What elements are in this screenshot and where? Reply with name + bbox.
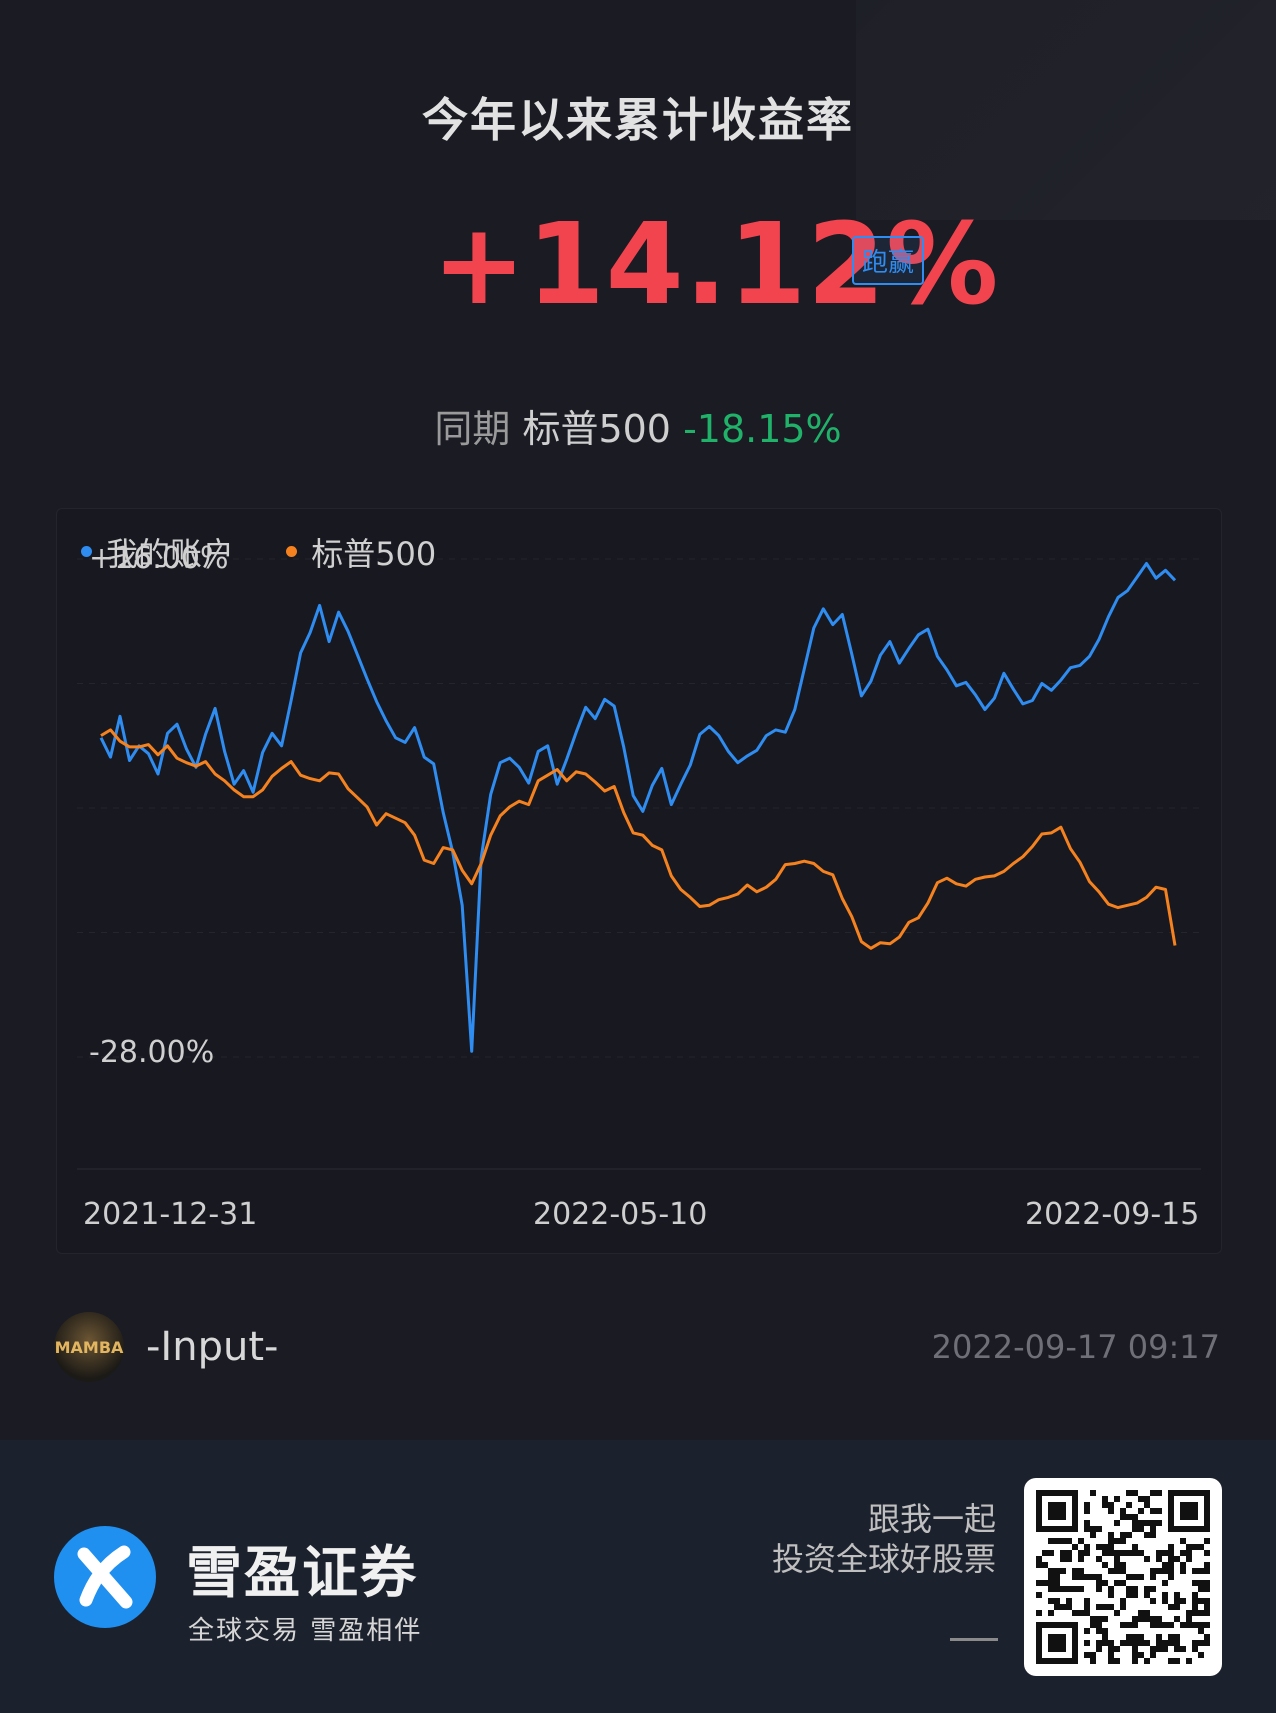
avatar[interactable]: MAMBA <box>54 1312 124 1382</box>
legend-item-benchmark: 标普500 <box>286 529 436 575</box>
legend-dot-account <box>81 546 92 557</box>
x-tick-mid: 2022-05-10 <box>533 1197 708 1232</box>
y-tick-top: +16.00% <box>89 541 229 576</box>
legend-item-account: 我的账户 <box>81 529 234 575</box>
compare-prefix: 同期 <box>434 407 511 451</box>
divider-dash <box>950 1638 998 1641</box>
legend-label-benchmark: 标普500 <box>311 534 437 573</box>
brand-logo-icon <box>54 1526 156 1628</box>
return-row: +14.12% 跑赢 <box>0 200 1276 330</box>
brand-slogan: 全球交易 雪盈相伴 <box>188 1616 423 1646</box>
outperform-badge: 跑赢 <box>852 236 925 285</box>
benchmark-comparison: 同期 标普500 -18.15% <box>0 398 1276 453</box>
benchmark-value: -18.15% <box>683 407 842 451</box>
x-tick-end: 2022-09-15 <box>1025 1197 1200 1232</box>
page-title: 今年以来累计收益率 <box>422 93 854 147</box>
y-tick-bottom: -28.00% <box>89 1035 215 1070</box>
series-line-benchmark <box>100 728 1177 950</box>
user-row: MAMBA -Input- 2022-09-17 09:17 <box>54 1312 1220 1382</box>
qr-code-icon[interactable] <box>1024 1478 1222 1676</box>
avatar-text: MAMBA <box>54 1337 124 1357</box>
brand-name: 雪盈证券 <box>186 1541 418 1606</box>
background-watermark <box>856 0 1276 220</box>
legend-dot-benchmark <box>286 546 298 557</box>
legend-label-account: 我的账户 <box>106 534 235 573</box>
series-line-account <box>99 562 1177 1053</box>
x-tick-start: 2021-12-31 <box>83 1197 258 1232</box>
chart-canvas <box>77 558 1201 1170</box>
return-value: +14.12% <box>432 200 1000 330</box>
chart-legend: 我的账户 标普500 <box>81 527 478 575</box>
footer-banner: 雪盈证券 全球交易 雪盈相伴 跟我一起 投资全球好股票 <box>0 1440 1276 1713</box>
timestamp: 2022-09-17 09:17 <box>931 1328 1220 1366</box>
invite-line-2: 投资全球好股票 <box>771 1540 996 1578</box>
invite-line-1: 跟我一起 <box>867 1500 996 1538</box>
return-chart: 我的账户 标普500 +16.00% -28.00% 2021-12-31 20… <box>56 508 1222 1254</box>
username[interactable]: -Input- <box>146 1324 279 1370</box>
benchmark-name: 标普500 <box>522 407 671 451</box>
